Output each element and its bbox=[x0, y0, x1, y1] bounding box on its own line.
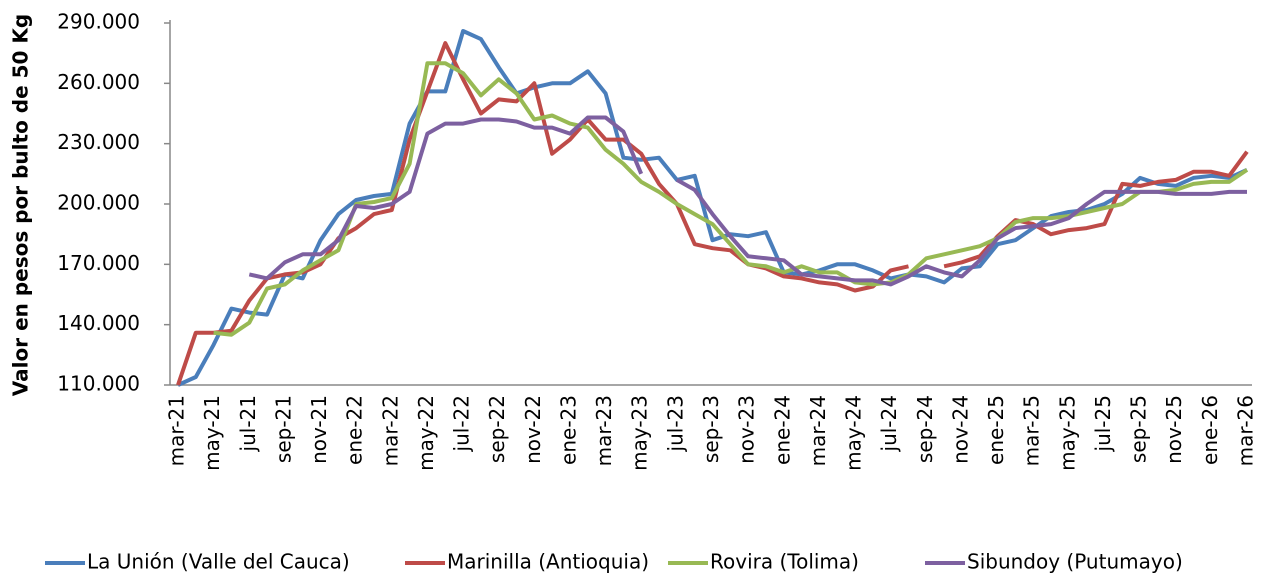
x-tick-label: sep-24 bbox=[913, 395, 937, 463]
x-tick-label: sep-21 bbox=[271, 395, 295, 463]
y-tick-label: 140.000 bbox=[57, 311, 140, 335]
y-tick-label: 170.000 bbox=[57, 251, 140, 275]
x-tick-label: sep-22 bbox=[485, 395, 509, 463]
x-tick-label: sep-23 bbox=[699, 395, 723, 463]
x-tick-label: mar-26 bbox=[1234, 395, 1258, 466]
x-tick-label: jul-22 bbox=[450, 395, 474, 452]
legend-label: La Unión (Valle del Cauca) bbox=[87, 550, 350, 574]
x-tick-label: sep-25 bbox=[1127, 395, 1151, 463]
x-tick-label: may-22 bbox=[414, 395, 438, 471]
x-tick-label: jul-21 bbox=[236, 395, 260, 452]
y-tick-label: 110.000 bbox=[57, 372, 140, 396]
series-line bbox=[248, 115, 1247, 287]
x-tick-label: nov-21 bbox=[307, 395, 331, 464]
x-tick-label: ene-24 bbox=[770, 395, 794, 465]
legend-label: Marinilla (Antioquia) bbox=[447, 550, 649, 574]
x-tick-label: nov-24 bbox=[948, 395, 972, 464]
x-tick-label: may-23 bbox=[628, 395, 652, 471]
x-tick-label: mar-22 bbox=[378, 395, 402, 466]
series-line bbox=[177, 29, 1248, 387]
y-axis-label: Valor en pesos por bulto de 50 Kg bbox=[9, 14, 33, 396]
x-tick-label: mar-25 bbox=[1020, 395, 1044, 466]
y-tick-label: 230.000 bbox=[57, 130, 140, 154]
x-tick-label: jul-23 bbox=[663, 395, 687, 452]
x-tick-label: nov-22 bbox=[521, 395, 545, 464]
x-tick-label: may-21 bbox=[200, 395, 224, 471]
legend-label: Rovira (Tolima) bbox=[710, 550, 859, 574]
x-tick-label: ene-26 bbox=[1198, 395, 1222, 465]
y-tick-label: 200.000 bbox=[57, 191, 140, 215]
x-tick-label: ene-23 bbox=[556, 395, 580, 465]
x-tick-label: mar-23 bbox=[592, 395, 616, 466]
x-tick-label: jul-25 bbox=[1091, 395, 1115, 452]
y-tick-label: 290.000 bbox=[57, 10, 140, 34]
y-tick-label: 260.000 bbox=[57, 70, 140, 94]
x-tick-label: nov-23 bbox=[735, 395, 759, 464]
x-tick-label: ene-22 bbox=[343, 395, 367, 465]
x-tick-label: nov-25 bbox=[1162, 395, 1186, 464]
x-tick-label: ene-25 bbox=[984, 395, 1008, 465]
x-tick-label: mar-21 bbox=[165, 395, 189, 466]
legend-label: Sibundoy (Putumayo) bbox=[967, 550, 1183, 574]
x-tick-label: may-25 bbox=[1055, 395, 1079, 471]
x-tick-label: jul-24 bbox=[877, 395, 901, 452]
x-tick-label: mar-24 bbox=[806, 395, 830, 466]
x-tick-label: may-24 bbox=[842, 395, 866, 471]
